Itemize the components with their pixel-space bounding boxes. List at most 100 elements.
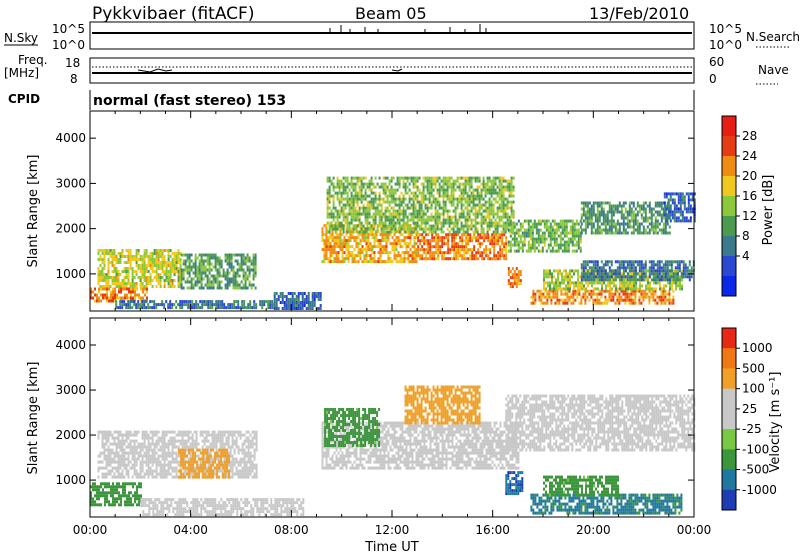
heatmap-cell xyxy=(486,188,489,192)
heatmap-cell xyxy=(551,281,553,285)
heatmap-cell xyxy=(678,278,681,282)
heatmap-cell xyxy=(365,251,368,255)
heatmap-cell xyxy=(428,188,431,192)
heatmap-cell xyxy=(551,228,554,232)
heatmap-cell xyxy=(352,206,355,210)
heatmap-cell xyxy=(245,306,248,310)
heatmap-cell xyxy=(676,266,679,270)
heatmap-cell xyxy=(153,276,156,279)
heatmap-cell xyxy=(428,179,431,183)
heatmap-cell xyxy=(592,289,595,293)
heatmap-cell xyxy=(492,206,495,210)
heatmap-cell xyxy=(155,279,158,282)
heatmap-cell xyxy=(417,239,420,243)
heatmap-cell xyxy=(523,219,526,223)
heatmap-cell xyxy=(420,203,423,207)
heatmap-cell xyxy=(523,240,526,244)
heatmap-cell xyxy=(517,282,520,286)
heatmap-cell xyxy=(151,258,154,261)
heatmap-cell xyxy=(481,242,484,246)
heatmap-cell xyxy=(484,191,487,195)
heatmap-cell xyxy=(455,254,458,258)
heatmap-cell xyxy=(328,191,331,195)
heatmap-cell xyxy=(459,251,462,255)
heatmap-cell xyxy=(472,212,475,216)
heatmap-cell xyxy=(537,231,540,235)
heatmap-cell xyxy=(513,273,516,277)
heatmap-cell xyxy=(151,306,154,310)
heatmap-cell xyxy=(658,213,661,217)
heatmap-cell xyxy=(468,227,471,231)
heatmap-cell xyxy=(147,264,150,267)
heatmap-cell xyxy=(638,295,641,299)
heatmap-cell xyxy=(622,275,625,279)
heatmap-cell xyxy=(99,279,102,282)
heatmap-cell xyxy=(608,289,611,293)
heatmap-cell xyxy=(293,304,296,307)
heatmap-cell xyxy=(364,212,367,216)
heatmap-cell xyxy=(371,260,374,264)
heatmap-cell xyxy=(113,264,116,267)
heatmap-cell xyxy=(474,212,477,216)
heatmap-cell xyxy=(482,179,485,183)
heatmap-cell xyxy=(461,254,464,258)
heatmap-cell xyxy=(368,182,371,186)
heatmap-cell xyxy=(115,255,118,258)
heatmap-cell xyxy=(254,262,257,266)
heatmap-cell xyxy=(582,213,585,217)
heatmap-cell xyxy=(255,303,258,307)
colorbar-tick-label: 28 xyxy=(742,129,757,143)
heatmap-cell xyxy=(101,433,104,437)
heatmap-cell xyxy=(452,209,455,213)
heatmap-cell xyxy=(321,248,324,252)
heatmap-cell xyxy=(333,245,336,249)
heatmap-cell xyxy=(640,292,643,296)
heatmap-cell xyxy=(106,296,108,300)
heatmap-cell xyxy=(129,300,132,304)
heatmap-cell xyxy=(125,255,128,258)
heatmap-cell xyxy=(510,209,513,213)
heatmap-cell xyxy=(466,227,469,231)
heatmap-cell xyxy=(476,188,479,192)
heatmap-cell xyxy=(223,306,226,310)
heatmap-cell xyxy=(466,200,469,204)
heatmap-cell xyxy=(681,210,684,214)
heatmap-cell xyxy=(210,283,213,287)
nsky-label: N.Sky xyxy=(4,31,38,45)
heatmap-cell xyxy=(340,209,343,213)
heatmap-cell xyxy=(452,203,455,207)
heatmap-cell xyxy=(200,253,203,257)
heatmap-cell xyxy=(289,301,292,304)
heatmap-cell xyxy=(366,227,369,231)
heatmap-cell xyxy=(147,303,150,307)
heatmap-cell xyxy=(656,213,659,217)
heatmap-cell xyxy=(421,254,424,258)
heatmap-cell xyxy=(326,188,329,192)
heatmap-cell xyxy=(663,275,665,279)
heatmap-cell xyxy=(614,269,617,273)
heatmap-cell xyxy=(349,254,352,258)
heatmap-cell xyxy=(97,252,100,255)
heatmap-cell xyxy=(104,287,106,291)
heatmap-cell xyxy=(634,269,637,273)
heatmap-cell xyxy=(448,179,451,183)
heatmap-cell xyxy=(632,231,635,235)
heatmap-cell xyxy=(371,257,374,261)
heatmap-cell xyxy=(442,179,445,183)
heatmap-cell xyxy=(356,194,359,198)
heatmap-cell xyxy=(111,255,114,258)
heatmap-cell xyxy=(382,230,385,234)
heatmap-cell xyxy=(399,254,402,258)
heatmap-cell xyxy=(196,283,199,287)
heatmap-cell xyxy=(379,242,382,246)
heatmap-cell xyxy=(545,287,547,291)
heatmap-cell xyxy=(559,225,562,229)
heatmap-cell xyxy=(687,207,690,211)
heatmap-cell xyxy=(157,273,160,276)
heatmap-cell xyxy=(422,227,425,231)
freq-glitch-1 xyxy=(137,68,173,73)
heatmap-cell xyxy=(200,271,203,275)
heatmap-cell xyxy=(119,252,122,255)
heatmap-cell xyxy=(377,239,380,243)
